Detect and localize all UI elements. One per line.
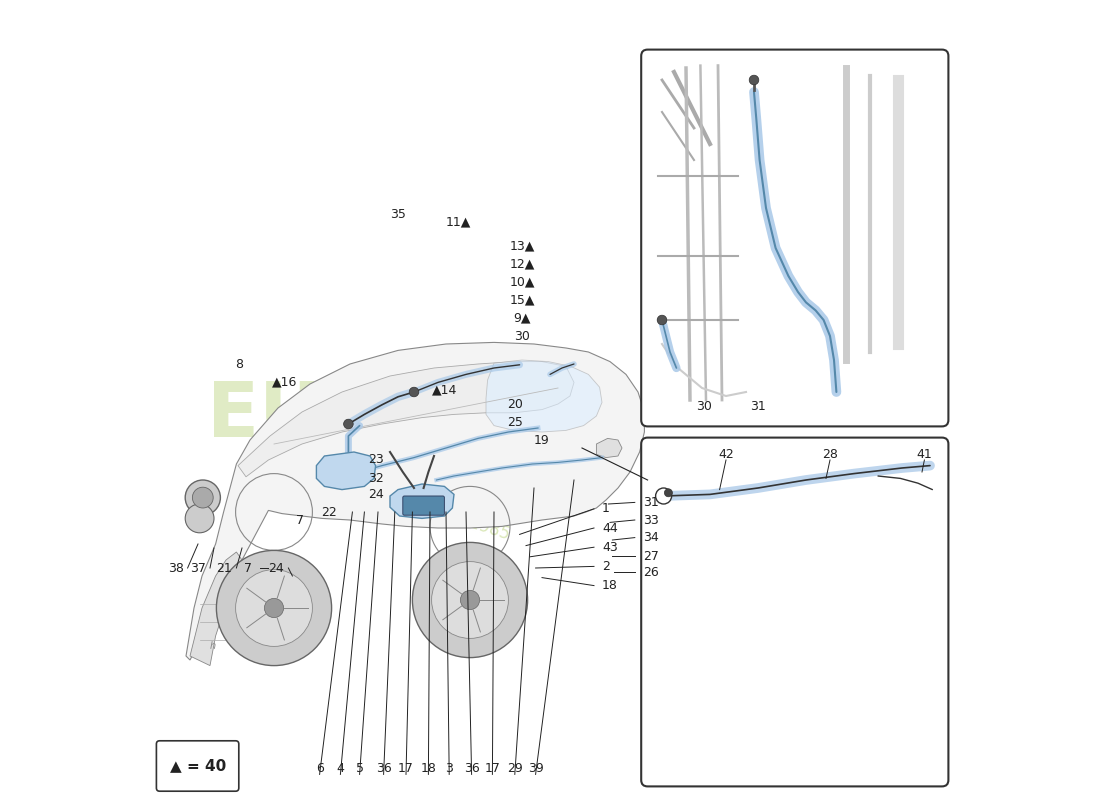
Text: 26: 26 — [642, 566, 659, 578]
Text: EURO: EURO — [207, 379, 444, 453]
Text: 1: 1 — [602, 502, 609, 515]
Text: 24: 24 — [268, 562, 284, 574]
Text: 37: 37 — [190, 562, 206, 574]
Text: 17: 17 — [484, 762, 500, 775]
Text: 6: 6 — [316, 762, 323, 775]
Text: 22: 22 — [321, 506, 337, 518]
Text: 35: 35 — [390, 208, 406, 221]
Circle shape — [656, 488, 672, 504]
Text: 11▲: 11▲ — [447, 216, 472, 229]
Text: 34: 34 — [642, 531, 659, 544]
Circle shape — [235, 570, 312, 646]
Text: 13▲: 13▲ — [509, 240, 535, 253]
Polygon shape — [190, 552, 242, 666]
Text: 31: 31 — [642, 496, 659, 509]
FancyBboxPatch shape — [641, 438, 948, 786]
Circle shape — [409, 387, 419, 397]
FancyBboxPatch shape — [641, 50, 948, 426]
Text: 32: 32 — [367, 472, 384, 485]
Text: ▲14: ▲14 — [431, 384, 458, 397]
Text: ▲ = 40: ▲ = 40 — [169, 758, 227, 773]
Circle shape — [657, 315, 667, 325]
Text: 24: 24 — [367, 488, 384, 501]
Text: 7: 7 — [244, 562, 252, 574]
Polygon shape — [238, 362, 574, 477]
Text: 5: 5 — [355, 762, 364, 775]
Text: 25: 25 — [507, 416, 522, 429]
Circle shape — [185, 480, 220, 515]
Text: 12▲: 12▲ — [509, 258, 535, 270]
Text: 7: 7 — [296, 514, 305, 526]
Text: 10▲: 10▲ — [509, 275, 535, 288]
Circle shape — [431, 562, 508, 638]
FancyBboxPatch shape — [156, 741, 239, 791]
Text: a passion for parts since 1985: a passion for parts since 1985 — [268, 449, 512, 543]
Circle shape — [264, 598, 284, 618]
Text: 19: 19 — [535, 434, 550, 446]
Text: 36: 36 — [464, 762, 480, 775]
Text: 2: 2 — [602, 560, 609, 573]
Text: 30: 30 — [695, 400, 712, 413]
Polygon shape — [596, 438, 622, 458]
Text: 3: 3 — [446, 762, 453, 775]
Text: 21: 21 — [217, 562, 232, 574]
Text: 23: 23 — [367, 454, 384, 466]
Polygon shape — [486, 360, 602, 432]
Text: 9▲: 9▲ — [514, 312, 530, 325]
Circle shape — [664, 489, 672, 497]
Text: 31: 31 — [750, 400, 766, 413]
Text: 41: 41 — [916, 448, 933, 461]
Circle shape — [749, 75, 759, 85]
Text: 18: 18 — [602, 579, 618, 592]
Text: 44: 44 — [602, 522, 618, 534]
Polygon shape — [390, 484, 454, 518]
Text: 39: 39 — [528, 762, 543, 775]
Text: ▲16: ▲16 — [272, 376, 297, 389]
Text: 18: 18 — [420, 762, 437, 775]
Text: 42: 42 — [718, 448, 734, 461]
Text: 4: 4 — [337, 762, 344, 775]
Circle shape — [217, 550, 331, 666]
Polygon shape — [186, 342, 645, 660]
Circle shape — [192, 487, 213, 508]
Text: 17: 17 — [398, 762, 414, 775]
Text: 38: 38 — [167, 562, 184, 574]
Circle shape — [343, 419, 353, 429]
Text: 29: 29 — [507, 762, 522, 775]
Text: 43: 43 — [602, 541, 618, 554]
Polygon shape — [317, 452, 375, 490]
Circle shape — [185, 504, 214, 533]
Text: ℎ: ℎ — [209, 642, 216, 651]
Text: 30: 30 — [514, 330, 530, 342]
Text: 28: 28 — [822, 448, 838, 461]
Text: 8: 8 — [235, 358, 243, 370]
Text: 36: 36 — [376, 762, 392, 775]
Text: 15▲: 15▲ — [509, 294, 535, 306]
FancyBboxPatch shape — [403, 496, 444, 515]
Text: 33: 33 — [642, 514, 659, 526]
Circle shape — [412, 542, 528, 658]
Text: 27: 27 — [642, 550, 659, 562]
Text: 20: 20 — [507, 398, 522, 410]
Circle shape — [461, 590, 480, 610]
